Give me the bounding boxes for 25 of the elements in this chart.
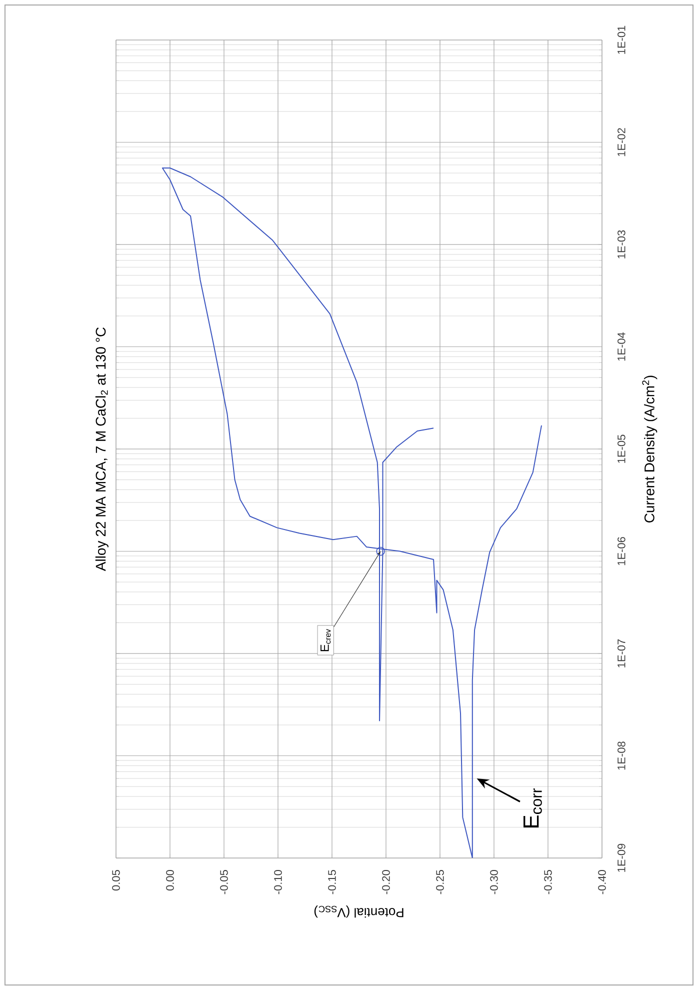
annotation: E$_{corr}$ [524,788,542,828]
x-tick-label: -0.15 [328,870,336,894]
y-tick-label: 1E-04 [618,332,626,361]
x-tick-label: -0.40 [598,870,606,894]
y-tick-label: 1E-06 [618,537,626,566]
x-tick-label: -0.35 [544,870,552,894]
annotation: E$_{crev}$ [320,628,331,652]
y-tick-label: 1E-03 [618,230,626,258]
x-tick-label: -0.10 [274,870,282,894]
y-tick-label: 1E-07 [618,639,626,668]
x-tick-label: 0.05 [112,870,120,891]
y-tick-label: 1E-09 [618,844,626,872]
y-axis-title: Current Density (A/cm$^{2}$) [642,376,658,522]
x-tick-label: -0.25 [436,870,444,894]
x-tick-label: -0.05 [220,870,228,894]
y-tick-label: 1E-05 [618,434,626,463]
line-series [162,168,542,858]
x-tick-label: -0.30 [490,870,498,894]
x-tick-label: -0.20 [382,870,390,894]
y-tick-label: 1E-01 [618,26,626,54]
y-tick-label: 1E-08 [618,742,626,770]
text: Alloy 22 MA MCA, 7 M CaCl$_{2}$ at 130 °C [95,327,108,572]
y-tick-label: 1E-02 [618,128,626,156]
x-tick-label: 0.00 [166,870,174,891]
x-axis-title: Potential (V$_{SSC}$) [314,905,404,918]
